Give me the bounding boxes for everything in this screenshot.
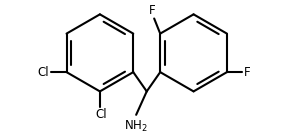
Text: F: F (243, 66, 250, 79)
Text: Cl: Cl (96, 108, 107, 121)
Text: Cl: Cl (38, 66, 49, 79)
Text: NH$_2$: NH$_2$ (124, 119, 148, 134)
Text: F: F (149, 4, 156, 17)
